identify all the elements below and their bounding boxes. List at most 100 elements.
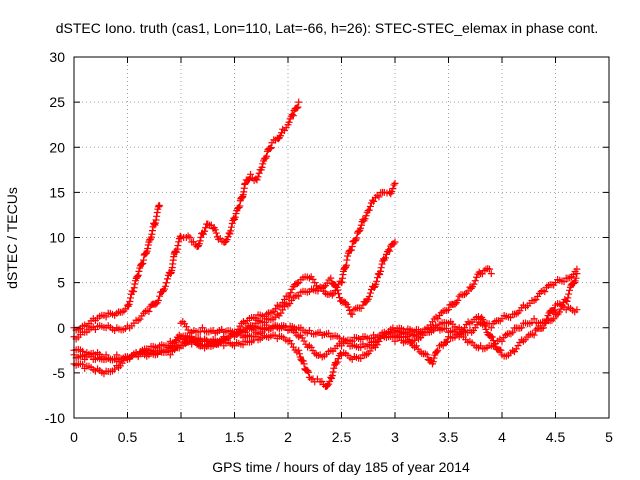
data-point-interp [539,324,547,332]
data-point-interp [254,173,262,181]
data-point-interp [330,364,338,372]
data-point-interp [329,368,337,376]
data-point-interp [361,215,369,223]
data-point-interp [489,337,497,345]
x-tick-label: 2.5 [332,429,352,445]
data-point-interp [201,227,209,235]
axis-ticks: 0 0.5 1 1.5 2 2.5 3 3.5 4 4.5 5 -10 -5 0 5 10 15 20 25 30 [45,49,613,445]
chart-title: dSTEC Iono. truth (cas1, Lon=110, Lat=-6… [56,20,599,36]
data-point-interp [218,338,226,346]
data-point-interp [389,185,397,193]
data-point [295,292,303,300]
data-point-interp [186,233,194,241]
data-point-interp [186,337,194,345]
data-point-interp [328,372,336,380]
x-tick-label: 4.5 [546,429,566,445]
data-point [509,328,517,336]
data-point-interp [304,367,312,375]
data-point [247,170,255,178]
data-point [391,238,399,246]
data-point [530,315,538,323]
x-axis-label: GPS time / hours of day 185 of year 2014 [212,459,470,475]
data-point-interp [184,232,192,240]
y-tick-label: 0 [57,320,65,336]
y-tick-label: 10 [49,230,65,246]
data-point [498,337,506,345]
data-point [295,98,303,106]
data-point-interp [328,291,336,299]
data-point [573,306,581,314]
data-point-interp [211,226,219,234]
data-point [305,373,313,381]
data-point-interp [388,188,396,196]
data-point-interp [514,342,522,350]
data-point-interp [300,337,308,345]
y-tick-label: 5 [57,275,65,291]
data-point-interp [560,278,568,286]
data-point [166,351,174,359]
x-tick-label: 1 [177,429,185,445]
data-point [263,152,271,160]
data-point-interp [202,224,210,232]
data-point [370,197,378,205]
data-point-interp [285,118,293,126]
data-point [375,193,383,201]
data-point-interp [558,302,566,310]
data-point-interp [134,273,142,281]
data-point [134,271,142,279]
data-point-interp [286,337,294,345]
x-tick-label: 4 [498,429,506,445]
data-point-interp [280,295,288,303]
data-point-interp [130,284,138,292]
data-point-interp [172,248,180,256]
data-point [289,112,297,120]
series-4 [70,238,399,378]
y-tick-label: -10 [45,410,65,426]
data-point-interp [126,298,134,306]
data-point-interp [362,351,370,359]
data-point-interp [512,310,520,318]
y-tick-label: 15 [49,184,65,200]
data-point [423,351,431,359]
series-7 [177,265,495,352]
data-point-interp [376,267,384,275]
data-point [295,333,303,341]
data-point-interp [366,202,374,210]
data-point-interp [226,230,234,238]
data-point-interp [305,368,313,376]
data-point-interp [266,144,274,152]
data-point-interp [550,315,558,323]
data-point [343,256,351,264]
data-point [156,202,164,210]
data-point-interp [564,294,572,302]
data-point-interp [196,237,204,245]
x-tick-label: 2 [284,429,292,445]
data-point [445,306,452,314]
data-point-interp [176,232,184,240]
data-point-interp [288,111,296,119]
data-point-interp [357,304,365,312]
data-point [124,301,131,309]
data-point-interp [333,358,341,366]
data-point-interp [385,246,393,254]
x-tick-label: 3.5 [439,429,459,445]
data-point [156,292,164,300]
x-tick-label: 0.5 [118,429,138,445]
data-point-interp [377,264,385,272]
data-point [348,310,356,318]
data-point-interp [230,214,238,222]
data-point-interp [355,227,363,235]
data-point-interp [136,315,144,323]
data-point-interp [430,354,438,362]
data-point-interp [174,242,182,250]
data-point-interp [376,271,384,279]
data-point-interp [488,333,496,341]
data-point-interp [162,279,170,287]
data-point-interp [293,280,301,288]
data-point-interp [363,297,371,305]
data-point-interp [429,358,437,366]
data-point-interp [131,280,139,288]
data-point-interp [365,293,373,301]
data-point-interp [227,227,235,235]
